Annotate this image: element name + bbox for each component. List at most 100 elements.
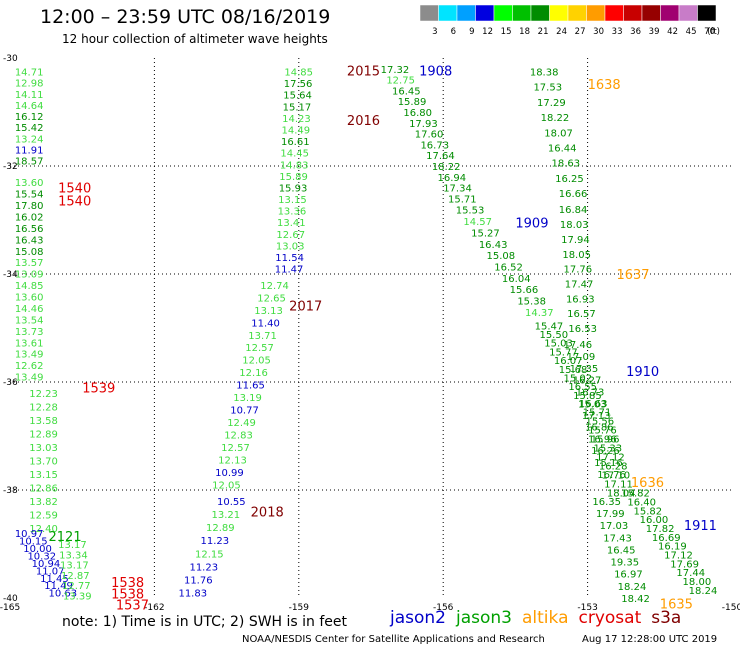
wave-height-value: 15.64 <box>283 91 312 102</box>
wave-height-value: 14.71 <box>15 68 44 79</box>
pass-time-label: 1637 <box>616 268 649 283</box>
wave-height-value: 11.83 <box>178 589 207 600</box>
scale-label: 15 <box>501 27 512 37</box>
wave-height-value: 10.00 <box>23 544 52 555</box>
wave-height-value: 12.67 <box>276 230 305 241</box>
scale-label: 33 <box>612 27 623 37</box>
wave-height-value: 12.83 <box>224 431 253 442</box>
y-tick-label: -40 <box>3 594 18 604</box>
wave-height-value: 10.55 <box>217 497 246 508</box>
grid-lines <box>10 58 732 598</box>
wave-height-value: 16.76 <box>597 470 626 481</box>
wave-height-value: 13.57 <box>15 258 44 269</box>
wave-height-value: 17.13 <box>582 411 611 422</box>
wave-height-value: 13.13 <box>254 306 283 317</box>
wave-height-value: 14.23 <box>282 114 311 125</box>
wave-height-value: 10.97 <box>15 529 44 540</box>
scale-label: 6 <box>451 27 456 37</box>
wave-height-value: 15.89 <box>398 97 427 108</box>
wave-height-value: 13.41 <box>277 218 306 229</box>
scale-label: 21 <box>538 27 549 37</box>
legend-item-jason3: jason3 <box>456 608 512 628</box>
wave-height-value: 13.58 <box>29 416 58 427</box>
wave-height-value: 16.56 <box>15 224 44 235</box>
wave-height-value: 18.57 <box>15 157 44 168</box>
wave-height-value: 15.82 <box>634 506 663 517</box>
wave-height-value: 11.76 <box>184 575 213 586</box>
wave-height-value: 16.80 <box>403 108 432 119</box>
wave-height-value: 12.57 <box>221 443 250 454</box>
y-tick-label: -30 <box>3 54 18 64</box>
wave-height-value: 14.49 <box>282 125 311 136</box>
scale-label: 70 <box>704 27 715 37</box>
wave-height-value: 12.16 <box>239 368 268 379</box>
pass-time-label: 1909 <box>515 217 548 232</box>
wave-height-value: 17.10 <box>602 471 631 482</box>
pass-time-label: 1908 <box>419 64 452 79</box>
wave-height-value: 17.64 <box>426 151 455 162</box>
wave-height-value: 12.23 <box>29 389 58 400</box>
wave-height-value: 16.93 <box>566 294 595 305</box>
wave-height-value: 18.63 <box>552 159 581 170</box>
wave-height-value: 14.57 <box>463 217 492 228</box>
wave-height-value: 12.62 <box>15 361 44 372</box>
wave-height-value: 11.07 <box>36 566 65 577</box>
wave-height-value: 17.29 <box>537 98 566 109</box>
wave-height-value: 15.66 <box>510 285 539 296</box>
scale-label: 30 <box>593 27 604 37</box>
wave-height-value: 16.73 <box>576 387 605 398</box>
wave-height-value: 16.53 <box>568 324 597 335</box>
pass-time-label: 2121 <box>49 530 82 545</box>
wave-height-value: 16.55 <box>568 382 597 393</box>
pass-time-label: 1638 <box>588 78 621 93</box>
chart-title: 12:00 – 23:59 UTC 08/16/2019 <box>40 6 331 28</box>
wave-height-value: 12.77 <box>62 581 91 592</box>
wave-height-value: 16.57 <box>567 309 596 320</box>
wave-height-value: 12.59 <box>29 510 58 521</box>
pass-time-label: 1540 <box>58 182 91 197</box>
wave-height-value: 16.00 <box>640 515 669 526</box>
wave-height-value: 16.86 <box>585 423 614 434</box>
wave-height-value: 16.27 <box>573 376 602 387</box>
wave-height-value: 11.49 <box>44 581 73 592</box>
wave-height-value: 17.76 <box>564 265 593 276</box>
wave-height-value: 15.56 <box>585 417 614 428</box>
pass-time-label: 1636 <box>631 476 664 491</box>
wave-height-value: 17.82 <box>646 524 675 535</box>
x-tick-label: -159 <box>289 603 310 613</box>
wave-height-value: 15.76 <box>588 426 617 437</box>
scale-label: 45 <box>686 27 697 37</box>
wave-height-value: 10.32 <box>27 551 56 562</box>
wave-height-value: 11.23 <box>189 562 218 573</box>
wave-height-value: 12.57 <box>245 343 274 354</box>
pass-time-label: 1539 <box>82 381 115 396</box>
wave-height-value: 16.35 <box>592 497 621 508</box>
pass-time-label: 1635 <box>660 597 693 612</box>
wave-height-value: 15.77 <box>549 347 578 358</box>
wave-height-value: 16.66 <box>559 189 588 200</box>
wave-height-value: 16.04 <box>502 274 531 285</box>
wave-height-value: 15.53 <box>456 206 485 217</box>
wave-height-value: 13.71 <box>248 331 277 342</box>
wave-height-value: 15.27 <box>471 228 500 239</box>
wave-height-value: 11.91 <box>15 145 44 156</box>
wave-height-value: 15.47 <box>535 321 564 332</box>
x-tick-label: -165 <box>0 603 20 613</box>
wave-height-value: 18.22 <box>541 113 570 124</box>
pass-time-label: 1538 <box>111 588 144 603</box>
credit-line: NOAA/NESDIS Center for Satellite Applica… <box>242 634 545 645</box>
wave-height-value: 16.19 <box>658 542 687 553</box>
wave-height-value: 13.39 <box>63 591 92 602</box>
wave-height-value: 11.45 <box>40 574 69 585</box>
legend-item-altika: altika <box>522 608 569 628</box>
x-tick-label: -156 <box>433 603 454 613</box>
satellite-legend: jason2 jason3 altika cryosat s3a <box>390 608 691 628</box>
scale-label: 24 <box>556 27 567 37</box>
wave-height-value: 15.85 <box>573 391 602 402</box>
wave-height-value: 15.68 <box>559 365 588 376</box>
scale-label: 42 <box>667 27 678 37</box>
pass-time-label: 1537 <box>116 598 149 613</box>
wave-height-value: 15.02 <box>564 374 593 385</box>
wave-height-value: 14.64 <box>15 101 44 112</box>
